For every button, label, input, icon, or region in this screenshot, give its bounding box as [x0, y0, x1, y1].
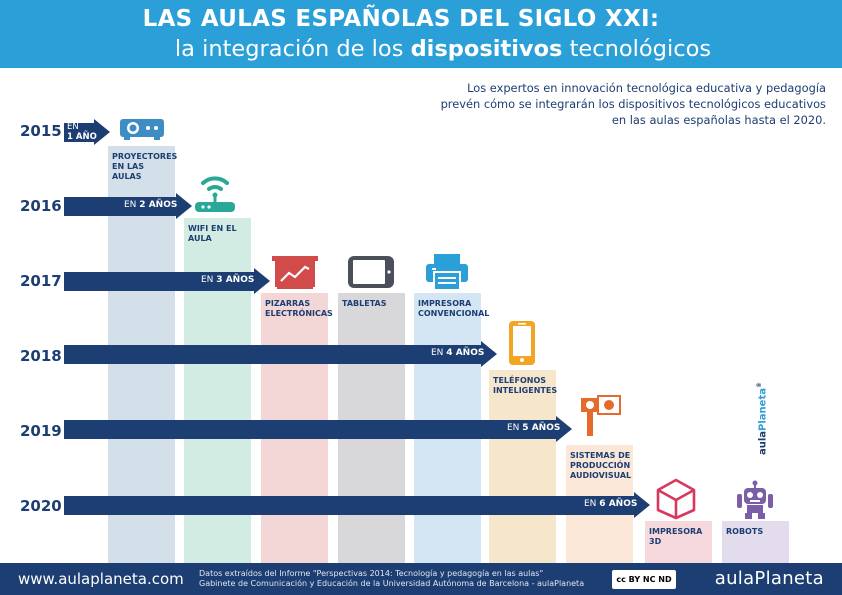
wifi-router-icon	[195, 176, 235, 212]
smartphone-icon	[509, 321, 535, 365]
arrow-4-years: EN 4 AÑOS	[64, 341, 497, 367]
arrow-5-years: EN 5 AÑOS	[64, 416, 572, 442]
video-camera-icon	[581, 395, 621, 436]
intro-text: Los expertos en innovación tecnológica e…	[406, 80, 826, 128]
arrow-1-year: EN 1 AÑO	[64, 119, 110, 145]
intro-line-3: en las aulas españolas hasta el 2020.	[611, 113, 826, 127]
column-label: ROBOTS	[726, 527, 764, 536]
column-label: TABLETAS	[342, 299, 387, 308]
column-label: PROYECTORES EN LAS AULAS	[112, 152, 178, 181]
robot-icon	[737, 480, 773, 519]
year-2015: 2015	[20, 122, 62, 140]
column-label: WIFI EN EL AULA	[188, 224, 237, 243]
column-label: IMPRESORA 3D	[649, 527, 703, 546]
column-label: PIZARRAS ELECTRÓNICAS	[265, 299, 333, 318]
column-smartphones: TELÉFONOS INTELIGENTES	[489, 370, 558, 563]
intro-line-2: prevén cómo se integrarán los dispositiv…	[440, 97, 826, 111]
projector-icon	[120, 119, 164, 140]
year-2018: 2018	[20, 347, 62, 365]
footer-url[interactable]: www.aulaplaneta.com	[18, 570, 184, 588]
column-3d-printer: IMPRESORA 3D	[645, 521, 712, 563]
vertical-brand-logo: aulaPlaneta®	[756, 382, 769, 455]
header-banner: LAS AULAS ESPAÑOLAS DEL SIGLO XXI: la in…	[0, 0, 842, 68]
intro-line-1: Los expertos en innovación tecnológica e…	[467, 81, 826, 95]
3d-printer-icon	[656, 478, 696, 520]
footer-bar: www.aulaplaneta.com Datos extraídos del …	[0, 563, 842, 595]
printer-icon	[426, 254, 468, 291]
column-label: IMPRESORA CONVENCIONAL	[418, 299, 490, 318]
year-2017: 2017	[20, 272, 62, 290]
year-2019: 2019	[20, 422, 62, 440]
whiteboard-icon	[272, 256, 318, 289]
tablet-icon	[348, 256, 394, 288]
column-label: SISTEMAS DE PRODUCCIÓN AUDIOVISUAL	[570, 451, 632, 480]
creative-commons-badge: cc BY NC ND	[612, 570, 676, 589]
year-2016: 2016	[20, 197, 62, 215]
title-line-1: LAS AULAS ESPAÑOLAS DEL SIGLO XXI:	[142, 6, 660, 32]
column-robots: ROBOTS	[722, 521, 789, 563]
year-2020: 2020	[20, 497, 62, 515]
footer-brand-logo: aulaPlaneta	[714, 568, 824, 589]
arrow-3-years: EN 3 AÑOS	[64, 268, 270, 294]
column-label: TELÉFONOS INTELIGENTES	[493, 376, 558, 395]
arrow-6-years: EN 6 AÑOS	[64, 492, 650, 518]
arrow-2-years: EN 2 AÑOS	[64, 193, 192, 219]
title-line-2: la integración de los dispositivos tecno…	[174, 36, 712, 62]
footer-source: Datos extraídos del Informe "Perspectiva…	[199, 569, 585, 588]
